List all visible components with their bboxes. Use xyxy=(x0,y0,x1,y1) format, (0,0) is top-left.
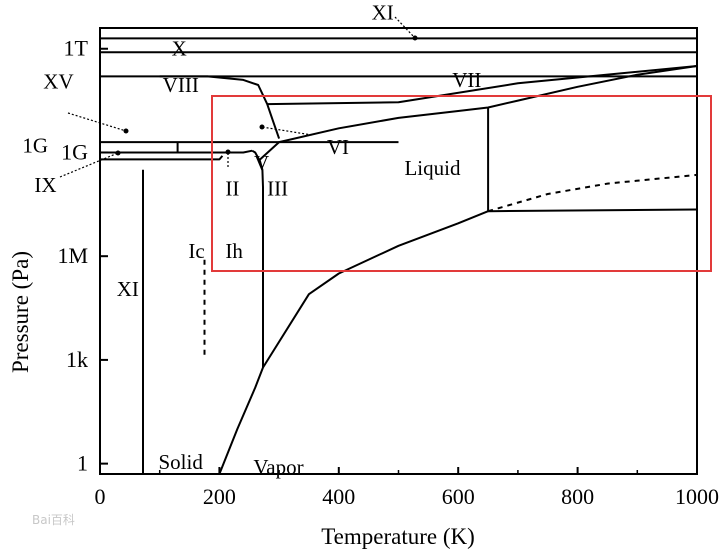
leader-arrowhead xyxy=(259,124,265,130)
region-label: II xyxy=(225,177,239,201)
phase-boundaries xyxy=(59,16,698,475)
leader-line xyxy=(59,152,119,178)
y-tick-label: 1T xyxy=(64,36,89,61)
region-label: V xyxy=(254,151,269,175)
leader-arrowhead xyxy=(225,149,231,155)
phase-line-supercritical-flat xyxy=(488,208,698,213)
y-tick-label: 1M xyxy=(57,243,88,268)
phase-line-ix-line xyxy=(100,155,224,161)
x-tick-label: 1000 xyxy=(675,484,719,509)
region-label: Solid xyxy=(159,450,204,474)
leader-line xyxy=(261,126,313,136)
watermark-logo: Bai百科 xyxy=(32,513,75,527)
x-tick-label: 400 xyxy=(322,484,355,509)
region-label: X xyxy=(172,37,187,61)
x-tick-label: 800 xyxy=(561,484,594,509)
region-label: VII xyxy=(452,68,481,92)
phase-line-vapor-line xyxy=(218,210,489,475)
leader-arrowhead xyxy=(123,128,129,134)
region-label: XI xyxy=(117,277,139,301)
y-axis-title: Pressure (Pa) xyxy=(8,251,33,373)
x-tick-label: 0 xyxy=(95,484,106,509)
phase-line-vii-top xyxy=(267,65,698,106)
region-label: Ic xyxy=(188,239,204,263)
axis-ticks: 0 200 400 600 800 1000 1 1k 1M 1G 1T xyxy=(57,36,719,509)
region-label: VI xyxy=(327,135,349,159)
x-tick-label: 600 xyxy=(442,484,475,509)
region-label: 1G xyxy=(22,133,48,157)
region-label: XI xyxy=(372,0,394,24)
region-label: XV xyxy=(43,70,73,94)
leader-arrowhead xyxy=(115,150,121,156)
y-tick-label: 1 xyxy=(77,451,88,476)
region-label: III xyxy=(267,177,288,201)
region-label: Vapor xyxy=(253,455,303,479)
region-label: Ih xyxy=(225,239,243,263)
highlight-box xyxy=(211,95,712,272)
region-label: Liquid xyxy=(404,156,460,180)
leader-line xyxy=(67,112,127,132)
leader-arrowhead xyxy=(412,35,418,41)
phase-line-ii-line xyxy=(100,149,253,154)
phase-line-liquid-gas-dashed xyxy=(487,173,698,213)
y-tick-label: 1G xyxy=(61,139,88,164)
phase-line-ice-ih-boundary xyxy=(251,149,264,368)
region-label: IX xyxy=(34,173,56,197)
leader-line xyxy=(394,16,416,39)
phase-line-melting-line xyxy=(257,65,698,162)
x-tick-label: 200 xyxy=(203,484,236,509)
region-label: VIII xyxy=(163,73,199,97)
x-axis-title: Temperature (K) xyxy=(321,524,475,549)
y-tick-label: 1k xyxy=(66,347,88,372)
